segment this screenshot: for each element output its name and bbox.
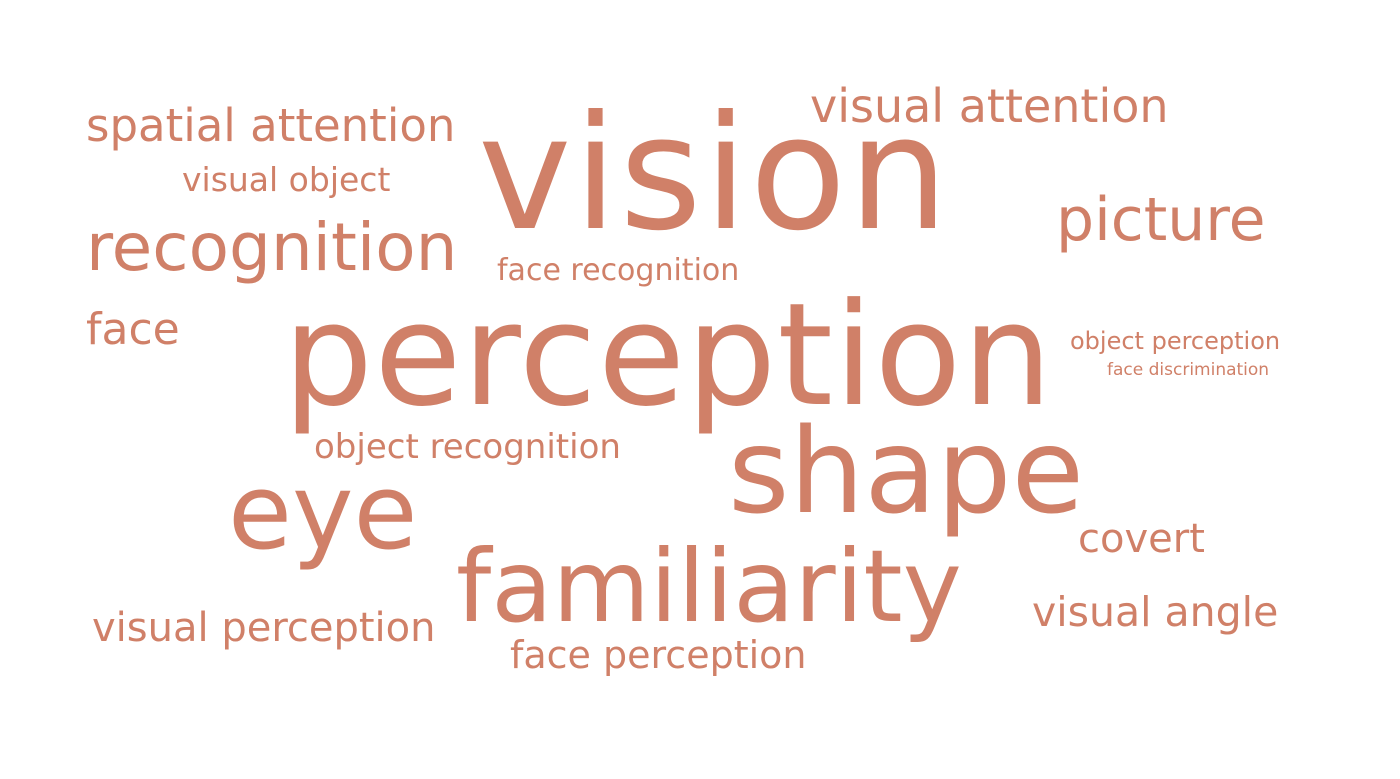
word-covert: covert (1078, 516, 1205, 562)
word-vision: vision (478, 82, 951, 266)
word-eye: eye (228, 451, 418, 573)
word-picture: picture (1056, 185, 1266, 255)
word-object-perception: object perception (1070, 327, 1281, 355)
word-face-perception: face perception (510, 633, 807, 677)
word-face-discrimination: face discrimination (1107, 360, 1270, 380)
word-recognition: recognition (86, 209, 458, 286)
word-face: face (86, 304, 180, 355)
word-visual-attention: visual attention (810, 79, 1169, 133)
word-visual-perception: visual perception (92, 605, 436, 651)
word-shape: shape (728, 402, 1085, 540)
word-face-recognition: face recognition (497, 253, 740, 288)
word-visual-angle: visual angle (1032, 588, 1279, 636)
word-familiarity: familiarity (456, 528, 962, 645)
word-perception: perception (283, 273, 1054, 438)
word-spatial-attention: spatial attention (86, 99, 456, 152)
word-object-recognition: object recognition (314, 427, 621, 467)
word-visual-object: visual object (182, 160, 391, 199)
